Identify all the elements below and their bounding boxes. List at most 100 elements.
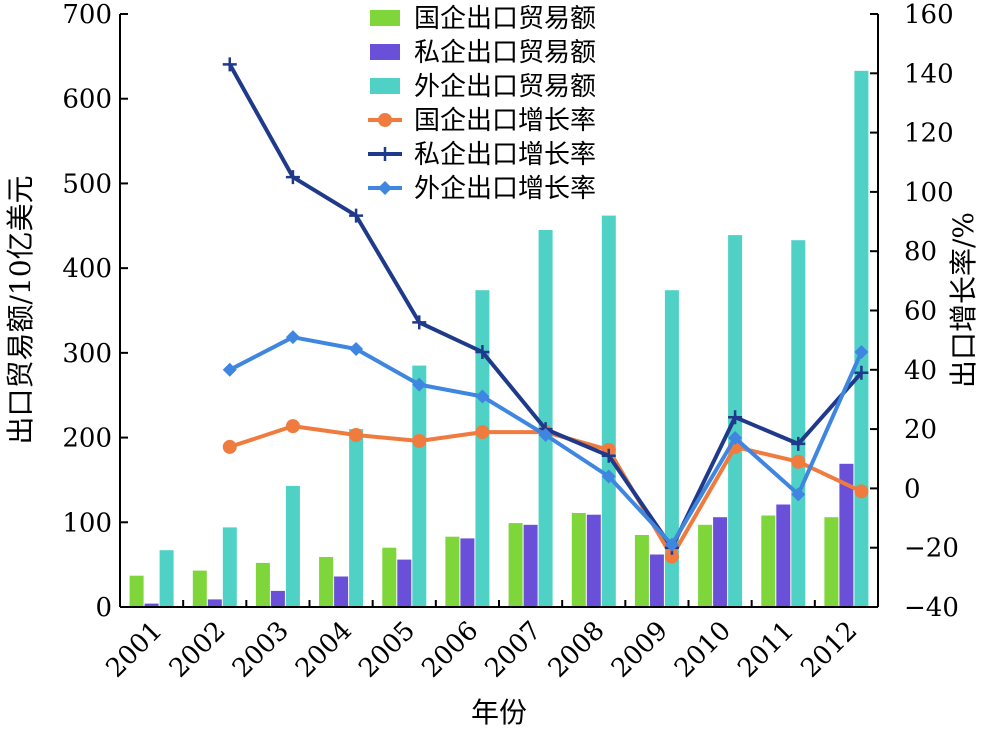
right-tick-label: 20 — [904, 415, 937, 445]
point-1-2006 — [475, 425, 490, 440]
left-tick-label: 500 — [62, 169, 112, 199]
right-tick-label: 0 — [904, 474, 921, 504]
left-tick-label: 700 — [62, 0, 112, 30]
x-tick-label: 2007 — [480, 616, 548, 684]
point-1-2002 — [222, 439, 237, 454]
x-tick-label: 2012 — [795, 616, 863, 684]
legend: 国企出口贸易额私企出口贸易额外企出口贸易额国企出口增长率私企出口增长率外企出口增… — [368, 4, 596, 204]
legend-marker — [378, 147, 392, 161]
bar-3-2009 — [664, 290, 679, 607]
bar-3-2002 — [222, 527, 237, 607]
point-3-2005 — [412, 377, 427, 392]
bar-3-2012 — [854, 70, 869, 608]
legend-swatch — [370, 44, 400, 60]
lines-layer — [222, 57, 869, 564]
bar-1-2008 — [571, 513, 586, 607]
right-tick-label: −40 — [904, 593, 959, 623]
bar-3-2006 — [475, 290, 490, 607]
bar-1-2001 — [129, 575, 144, 607]
x-tick-label: 2008 — [543, 616, 611, 684]
x-tick-label: 2002 — [164, 616, 232, 684]
left-tick-label: 200 — [62, 424, 112, 454]
point-1-2009 — [664, 549, 679, 564]
bar-2-2006 — [460, 538, 475, 607]
bar-3-2001 — [159, 550, 174, 607]
left-tick-label: 100 — [62, 508, 112, 538]
x-axis-title: 年份 — [471, 696, 527, 729]
point-3-2007 — [538, 428, 553, 443]
bar-2-2009 — [649, 554, 664, 607]
point-2-2003 — [285, 170, 300, 185]
bar-2-2007 — [523, 524, 538, 607]
bar-1-2011 — [761, 515, 776, 607]
right-axis-title: 出口增长率/% — [947, 212, 980, 388]
x-tick-label: 2009 — [606, 616, 674, 684]
right-tick-label: −20 — [904, 534, 959, 564]
point-2-2010 — [728, 410, 743, 425]
right-tick-label: 40 — [904, 356, 937, 386]
point-2-2012 — [854, 365, 869, 380]
point-3-2012 — [854, 345, 869, 360]
legend-label: 外企出口贸易额 — [414, 72, 596, 102]
point-2-2006 — [475, 345, 490, 360]
point-3-2002 — [222, 362, 237, 377]
point-3-2011 — [791, 487, 806, 502]
bar-2-2008 — [586, 514, 601, 607]
bar-2-2001 — [144, 603, 159, 607]
bar-2-2012 — [839, 463, 854, 607]
bar-3-2003 — [285, 485, 300, 607]
legend-marker — [378, 113, 392, 127]
x-tick-label: 2005 — [353, 616, 421, 684]
bar-3-2008 — [601, 215, 616, 607]
legend-label: 私企出口增长率 — [414, 140, 596, 170]
x-tick-label: 2006 — [416, 616, 484, 684]
right-tick-label: 60 — [904, 297, 937, 327]
legend-swatch — [370, 78, 400, 94]
point-3-2006 — [475, 389, 490, 404]
bar-2-2010 — [713, 517, 728, 607]
point-1-2005 — [412, 433, 427, 448]
point-2-2004 — [349, 208, 364, 223]
point-1-2012 — [854, 484, 869, 499]
bar-1-2002 — [192, 570, 207, 607]
bar-1-2009 — [634, 535, 649, 607]
right-tick-label: 80 — [904, 237, 937, 267]
left-axis-title: 出口贸易额/10亿美元 — [4, 175, 37, 444]
left-tick-label: 600 — [62, 85, 112, 115]
x-tick-label: 2004 — [290, 616, 358, 684]
bar-1-2003 — [255, 562, 270, 607]
point-2-2005 — [412, 315, 427, 330]
bar-3-2011 — [791, 240, 806, 607]
bar-1-2004 — [319, 557, 334, 607]
x-tick-label: 2010 — [669, 616, 737, 684]
legend-swatch — [370, 10, 400, 26]
legend-label: 国企出口贸易额 — [414, 4, 596, 34]
left-tick-label: 400 — [62, 254, 112, 284]
x-tick-label: 2003 — [227, 616, 295, 684]
point-1-2011 — [791, 454, 806, 469]
point-3-2003 — [285, 330, 300, 345]
point-3-2004 — [349, 342, 364, 357]
bar-2-2003 — [270, 590, 285, 607]
point-3-2010 — [728, 430, 743, 445]
point-3-2008 — [601, 469, 616, 484]
legend-marker — [378, 181, 392, 195]
point-2-2002 — [222, 57, 237, 72]
right-tick-label: 140 — [904, 59, 954, 89]
left-tick-label: 0 — [95, 593, 112, 623]
bar-3-2007 — [538, 230, 553, 607]
bar-2-2004 — [334, 576, 349, 607]
bar-1-2006 — [445, 536, 460, 607]
x-tick-label: 2011 — [732, 616, 800, 684]
right-tick-label: 120 — [904, 119, 954, 149]
legend-label: 国企出口增长率 — [414, 106, 596, 136]
bar-2-2002 — [207, 599, 222, 607]
bar-2-2011 — [776, 504, 791, 607]
point-2-2008 — [601, 448, 616, 463]
bar-1-2012 — [824, 517, 839, 607]
bar-3-2004 — [349, 429, 364, 607]
bars-layer — [129, 70, 869, 608]
legend-label: 外企出口增长率 — [414, 174, 596, 204]
left-tick-label: 300 — [62, 339, 112, 369]
